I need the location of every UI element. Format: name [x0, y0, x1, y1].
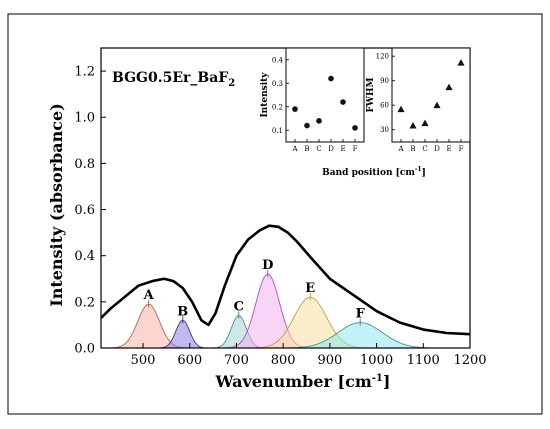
inset-x-tick-label: A [291, 145, 298, 153]
x-axis-title: Wavenumber [cm-1] [215, 372, 391, 391]
inset-point-d [328, 75, 334, 82]
x-tick-label: 700 [224, 353, 249, 368]
inset-fwhm: 30 60 90 120 A B C D E F FWHM [366, 47, 471, 153]
inset-point-b [409, 122, 417, 129]
inset-point-b [304, 122, 310, 129]
x-tick-label: 1000 [360, 353, 393, 368]
x-tick-label: 500 [131, 353, 156, 368]
y-tick-label: 0.8 [74, 157, 95, 172]
inset-point-e [445, 83, 453, 91]
inset-x-tick-label: C [422, 145, 427, 153]
inset-y-tick-label: 0.1 [272, 127, 283, 135]
inset-x-tick-label: A [397, 145, 404, 153]
inset-y-tick-label: 120 [376, 53, 389, 61]
inset-point-e [340, 99, 346, 105]
inset-x-tick-label: F [459, 145, 464, 153]
inset-y-tick-label: 60 [380, 102, 389, 110]
y-tick-label: 1.0 [74, 111, 95, 126]
peak-a-area [101, 304, 470, 348]
inset-frame [285, 47, 365, 143]
peak-e-curve [101, 296, 470, 348]
x-tick-label: 600 [177, 353, 202, 368]
x-tick-label: 1100 [407, 353, 440, 368]
peak-c-label: C [234, 300, 244, 315]
peak-e-label: E [305, 281, 315, 296]
inset-x-tick-label: E [340, 145, 345, 153]
inset-x-axis-title: Band position [cm-1] [322, 166, 426, 178]
inset-y-tick-label: 30 [380, 126, 389, 134]
y-tick-label: 1.2 [74, 65, 95, 80]
peak-b-area [101, 320, 470, 348]
inset-point-c [316, 118, 322, 124]
peak-a-curve [101, 303, 470, 348]
peak-d-label: D [262, 258, 273, 273]
y-axis-title: Intensity (absorbance) [47, 103, 66, 307]
inset-y-tick-label: 90 [380, 77, 389, 85]
inset-point-a [292, 106, 298, 112]
inset-y-tick-label: 0.3 [272, 80, 283, 88]
inset-point-a [397, 105, 405, 113]
peak-f-label: F [356, 307, 366, 322]
inset-x-tick-label: E [446, 145, 451, 153]
sample-label: BGG0.5Er_BaF2 [112, 70, 235, 89]
inset-point-f [352, 125, 358, 131]
y-tick-label: 0.0 [74, 342, 95, 357]
inset-x-tick-label: D [328, 145, 334, 153]
envelope-line [101, 224, 470, 336]
inset-point-d [433, 101, 441, 109]
inset-intensity: 0.1 0.2 0.3 0.4 A B C D E F Intensity [260, 47, 365, 153]
inset-x-tick-label: B [410, 145, 415, 153]
x-tick-label: 800 [271, 353, 296, 368]
inset-y-tick-label: 0.4 [272, 56, 284, 64]
inset-y-axis-title: FWHM [366, 77, 376, 112]
inset-frame [391, 47, 471, 143]
inset-x-tick-label: C [316, 145, 321, 153]
inset-x-tick-label: D [434, 145, 440, 153]
peak-b-label: B [177, 304, 188, 319]
inset-x-tick-label: B [304, 145, 309, 153]
peak-f-area [101, 322, 470, 348]
inset-y-axis-title: Intensity [260, 72, 270, 118]
x-tick-label: 900 [317, 353, 342, 368]
x-tick-label: 1200 [453, 353, 486, 368]
peak-a-label: A [143, 288, 155, 303]
y-tick-label: 0.4 [74, 249, 95, 264]
inset-x-tick-label: F [353, 145, 358, 153]
inset-point-f [457, 59, 465, 66]
inset-point-c [421, 119, 429, 127]
peak-d-curve [101, 273, 470, 348]
peak-e-area [101, 297, 470, 348]
y-tick-label: 0.6 [74, 203, 95, 218]
y-tick-label: 0.2 [74, 295, 95, 310]
outer-frame [7, 13, 543, 415]
inset-y-tick-label: 0.2 [272, 103, 283, 111]
